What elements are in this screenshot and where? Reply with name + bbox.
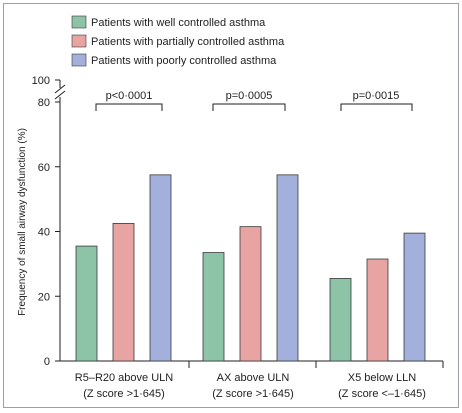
figure-frame bbox=[3, 3, 459, 408]
category-label-ax-line1: AX above ULN bbox=[217, 372, 290, 384]
bracket-x5 bbox=[340, 103, 413, 111]
bar-r5r20-partial bbox=[112, 223, 135, 362]
bar-r5r20-poor bbox=[149, 174, 172, 362]
y-tick-label-80: 80 bbox=[38, 97, 50, 109]
bar-x5-well bbox=[329, 278, 352, 362]
y-tick-label-100: 100 bbox=[32, 75, 50, 87]
category-label-r5r20-line1: R5–R20 above ULN bbox=[75, 372, 174, 384]
y-axis-break-mark-2 bbox=[54, 90, 66, 100]
y-axis: 100 0 20 40 60 80 bbox=[32, 75, 66, 368]
legend-label-partial: Patients with partially controlled asthm… bbox=[91, 36, 285, 48]
category-label-x5-line1: X5 below LLN bbox=[348, 372, 417, 384]
legend-label-well: Patients with well controlled asthma bbox=[91, 17, 266, 29]
category-label-ax-line2: (Z score >1·645) bbox=[212, 388, 294, 400]
bars bbox=[75, 174, 426, 362]
y-axis-break-mark-1 bbox=[54, 84, 66, 94]
bar-ax-well bbox=[202, 252, 225, 362]
y-tick-label-0: 0 bbox=[44, 356, 50, 368]
x-axis: R5–R20 above ULN (Z score >1·645) AX abo… bbox=[60, 360, 444, 400]
bar-x5-poor bbox=[403, 232, 426, 362]
y-axis-label: Frequency of small airway dysfunction (%… bbox=[17, 128, 28, 316]
legend-swatch-poor bbox=[71, 53, 87, 67]
legend-swatch-well bbox=[71, 15, 87, 29]
legend: Patients with well controlled asthma Pat… bbox=[71, 15, 285, 67]
bar-x5-partial bbox=[366, 258, 389, 362]
p-value-x5: p=0·0015 bbox=[353, 90, 400, 102]
y-tick-label-60: 60 bbox=[38, 162, 50, 174]
y-tick-label-40: 40 bbox=[38, 227, 50, 239]
bar-ax-poor bbox=[276, 174, 299, 362]
bracket-ax bbox=[212, 103, 286, 111]
y-ticks: 0 20 40 60 80 bbox=[38, 97, 60, 368]
p-value-r5r20: p<0·0001 bbox=[106, 90, 153, 102]
legend-swatch-partial bbox=[71, 34, 87, 48]
category-label-r5r20-line2: (Z score >1·645) bbox=[83, 388, 165, 400]
significance-brackets: p<0·0001 p=0·0005 p=0·0015 bbox=[95, 90, 413, 111]
p-value-ax: p=0·0005 bbox=[226, 90, 273, 102]
bar-ax-partial bbox=[239, 226, 262, 362]
y-tick-label-20: 20 bbox=[38, 291, 50, 303]
bar-r5r20-well bbox=[75, 245, 98, 362]
bracket-r5r20 bbox=[95, 103, 163, 111]
category-label-x5-line2: (Z score <–1·645) bbox=[338, 388, 426, 400]
legend-label-poor: Patients with poorly controlled asthma bbox=[91, 55, 277, 67]
